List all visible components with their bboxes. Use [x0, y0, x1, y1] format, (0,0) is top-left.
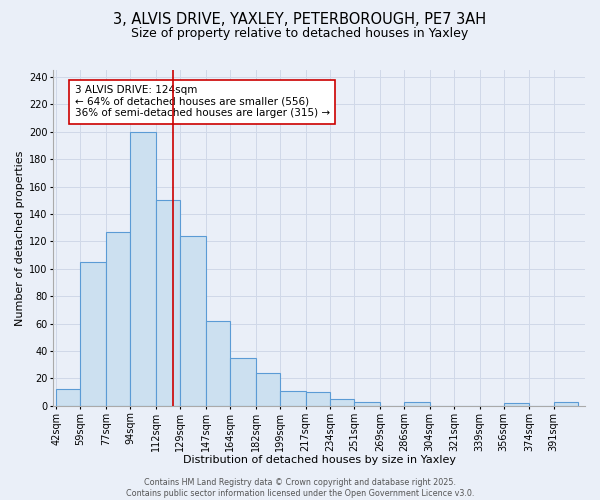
Bar [156, 200, 180, 406]
Bar [554, 402, 578, 406]
Bar [504, 403, 529, 406]
Bar [80, 262, 106, 406]
Bar [256, 373, 280, 406]
Text: 3 ALVIS DRIVE: 124sqm
← 64% of detached houses are smaller (556)
36% of semi-det: 3 ALVIS DRIVE: 124sqm ← 64% of detached … [74, 85, 330, 118]
Bar [106, 232, 130, 406]
Y-axis label: Number of detached properties: Number of detached properties [15, 150, 25, 326]
Bar [280, 391, 305, 406]
Text: Contains HM Land Registry data © Crown copyright and database right 2025.
Contai: Contains HM Land Registry data © Crown c… [126, 478, 474, 498]
Bar [330, 399, 354, 406]
Bar [230, 358, 256, 406]
Bar [404, 402, 430, 406]
Bar [354, 402, 380, 406]
Text: 3, ALVIS DRIVE, YAXLEY, PETERBOROUGH, PE7 3AH: 3, ALVIS DRIVE, YAXLEY, PETERBOROUGH, PE… [113, 12, 487, 28]
Bar [130, 132, 156, 406]
X-axis label: Distribution of detached houses by size in Yaxley: Distribution of detached houses by size … [182, 455, 455, 465]
Bar [206, 321, 230, 406]
Text: Size of property relative to detached houses in Yaxley: Size of property relative to detached ho… [131, 28, 469, 40]
Bar [305, 392, 330, 406]
Bar [56, 390, 80, 406]
Bar [180, 236, 206, 406]
